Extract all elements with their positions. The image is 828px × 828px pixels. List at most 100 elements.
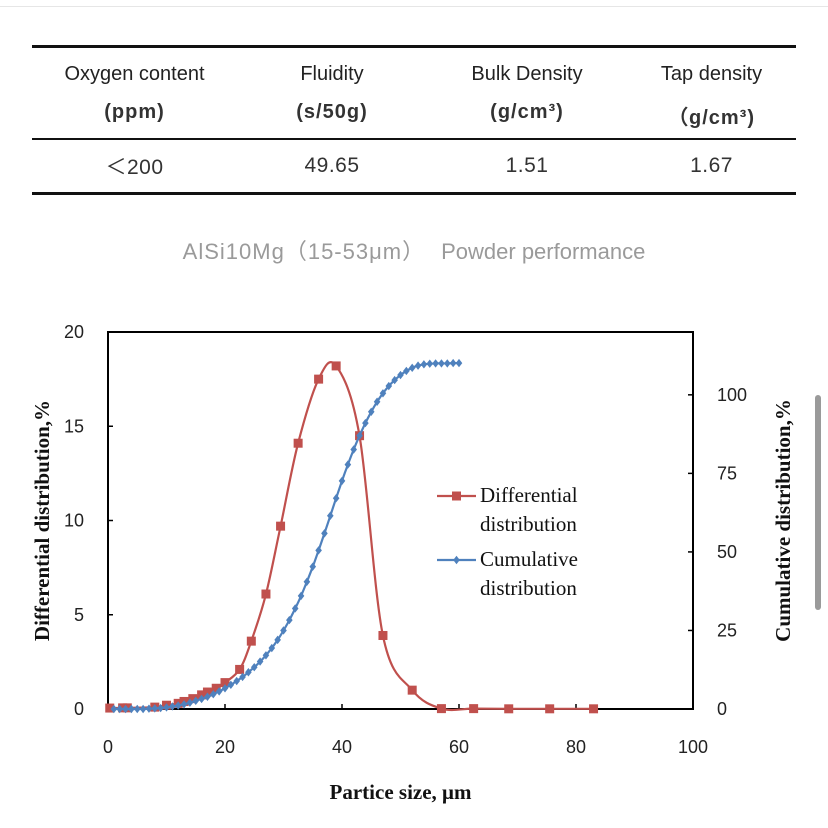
data-point: [297, 591, 305, 601]
data-point: [367, 407, 375, 416]
data-point: [321, 529, 328, 538]
data-point: [133, 704, 141, 714]
legend-marker: [453, 555, 460, 565]
legend: Differential distribution Cumulative distri…: [437, 483, 578, 600]
data-point: [276, 521, 286, 531]
data-point: [122, 704, 129, 714]
scrollbar-thumb[interactable]: [815, 395, 821, 610]
data-point: [286, 615, 293, 625]
data-point: [192, 696, 200, 706]
cell-oxygen-content: ＜200: [105, 155, 164, 179]
data-point: [139, 704, 147, 714]
table-caption: AlSi10Mg（15-53μm） Powder performance: [0, 234, 828, 266]
data-point: [198, 694, 205, 704]
top-divider: [0, 0, 828, 7]
data-point: [235, 664, 245, 674]
data-point: [385, 381, 393, 391]
header-name: Fluidity: [300, 63, 364, 85]
data-point: [379, 389, 387, 398]
data-point: [403, 366, 410, 376]
data-point: [438, 359, 445, 368]
data-point: [407, 685, 417, 695]
y-tick-label: 5: [74, 605, 84, 625]
data-point: [436, 704, 446, 714]
x-tick-label: 80: [566, 737, 586, 757]
legend-item: Differential distribution: [437, 483, 578, 536]
y2-tick-label: 0: [717, 699, 727, 719]
data-point: [426, 359, 434, 368]
data-point: [350, 445, 357, 454]
data-point: [291, 604, 299, 613]
data-point: [202, 687, 212, 697]
header-unit: (ppm): [104, 101, 165, 123]
legend-label-line1: Differential: [480, 483, 578, 507]
data-point: [408, 363, 416, 373]
cell-fluidity: 49.65: [304, 153, 360, 177]
data-point: [128, 704, 135, 714]
data-point: [332, 493, 340, 503]
legend-label-line2: distribution: [480, 512, 577, 536]
data-point: [362, 418, 369, 428]
legend-marker: [452, 491, 461, 501]
data-point: [157, 703, 164, 713]
data-point: [397, 370, 404, 380]
data-point: [116, 704, 123, 714]
data-point: [188, 694, 198, 704]
series-line: [113, 361, 459, 711]
data-point: [315, 546, 322, 555]
y2-tick-label: 75: [717, 463, 737, 483]
data-point: [250, 663, 258, 672]
powder-properties-table: Oxygen content (ppm) Fluidity (s/50g) Bu…: [32, 45, 796, 195]
data-point: [414, 361, 422, 370]
data-point: [432, 359, 439, 368]
data-point: [391, 375, 398, 385]
data-point: [589, 704, 599, 714]
axis-ticks: 0 20 40 60 80 100 0 5 10 15 20 0 25 50 75 100: [64, 322, 747, 757]
header-oxygen-content: Oxygen content (ppm): [32, 46, 237, 140]
caption-material: AlSi10Mg（15-53μm）: [182, 239, 426, 264]
y-axis-title: Differential distribution,%: [30, 400, 54, 641]
data-point: [163, 703, 170, 712]
data-point: [293, 438, 303, 448]
header-name: Bulk Density: [471, 63, 583, 85]
y-tick-label: 0: [74, 699, 84, 719]
data-point: [545, 704, 555, 714]
data-point: [420, 360, 428, 369]
data-point: [338, 476, 346, 486]
x-tick-label: 100: [678, 737, 708, 757]
x-tick-label: 60: [449, 737, 469, 757]
header-name: Tap density: [660, 63, 763, 85]
y-tick-label: 10: [64, 511, 84, 531]
data-point: [180, 700, 188, 709]
data-point: [449, 358, 457, 368]
data-point: [469, 704, 479, 714]
header-name: Oxygen content: [64, 63, 205, 85]
data-point: [220, 678, 230, 688]
header-unit: （g/cm³): [668, 107, 755, 129]
data-point: [261, 589, 271, 599]
table-row: ＜200 49.65 1.51 1.67: [32, 139, 796, 194]
data-point: [314, 374, 324, 384]
cumulative-series: [110, 358, 463, 714]
x-tick-label: 0: [103, 737, 113, 757]
y-tick-label: 20: [64, 322, 84, 342]
data-point: [105, 703, 115, 713]
data-point: [309, 562, 317, 571]
data-point: [118, 703, 128, 713]
plot-area-border: [107, 331, 694, 710]
data-point: [233, 676, 240, 686]
data-point: [211, 683, 221, 693]
x-axis-title: Partice size, μm: [330, 780, 472, 804]
data-point: [186, 698, 194, 707]
legend-label-line1: Cumulative: [480, 547, 578, 571]
data-point: [221, 684, 229, 693]
x-tick-label: 20: [215, 737, 235, 757]
header-bulk-density: Bulk Density (g/cm³): [427, 46, 627, 140]
data-point: [504, 704, 514, 714]
data-point: [327, 511, 334, 520]
data-point: [204, 692, 211, 701]
y2-tick-label: 50: [717, 542, 737, 562]
y2-tick-label: 100: [717, 385, 747, 405]
x-tick-label: 40: [332, 737, 352, 757]
series-line: [109, 361, 594, 712]
